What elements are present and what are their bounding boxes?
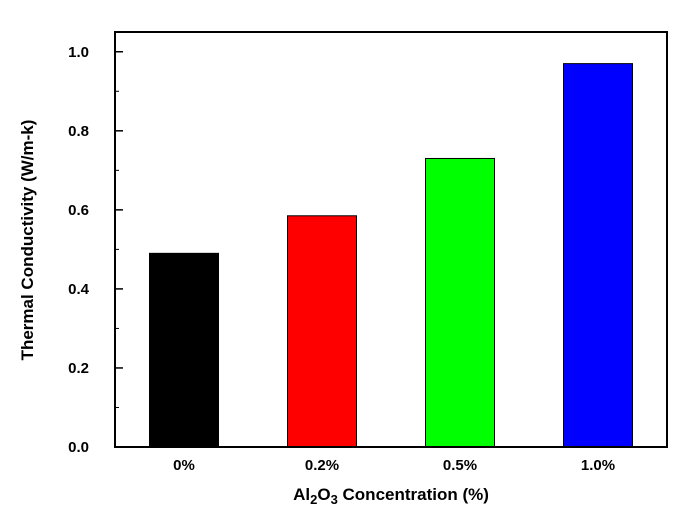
y-axis-title: Thermal Conductivity (W/m-k) (18, 120, 37, 361)
x-tick-label: 0.5% (443, 457, 477, 474)
y-tick-label: 0.8 (68, 123, 89, 140)
y-tick-label: 0.0 (68, 439, 89, 456)
y-axis-ticks: 0.0 0.2 0.4 0.6 0.8 1.0 (68, 44, 123, 456)
x-axis-ticks: 0% 0.2% 0.5% 1.0% (173, 457, 615, 474)
bar-0-5pct (425, 157, 495, 448)
bar-0-2pct (287, 215, 357, 448)
bar-1-0pct (563, 63, 633, 448)
x-tick-label: 0.2% (305, 457, 339, 474)
y-tick-label: 1.0 (68, 44, 89, 61)
y-tick-label: 0.4 (68, 281, 90, 298)
bar-0pct (149, 252, 219, 448)
y-tick-label: 0.6 (68, 202, 89, 219)
x-axis-title-sub-3: 3 (331, 492, 338, 507)
x-tick-label: 0% (173, 457, 195, 474)
plot-frame (114, 31, 668, 448)
x-axis-title-o: O (317, 485, 330, 504)
bars-group (149, 63, 633, 448)
x-tick-label: 1.0% (581, 457, 615, 474)
y-tick-label: 0.2 (68, 360, 89, 377)
x-axis-title-sub-2: 2 (310, 492, 317, 507)
x-axis-title-rest: Concentration (%) (338, 485, 489, 504)
x-axis-title: Al2O3 Concentration (%) (293, 485, 489, 507)
x-axis-title-al: Al (293, 485, 310, 504)
